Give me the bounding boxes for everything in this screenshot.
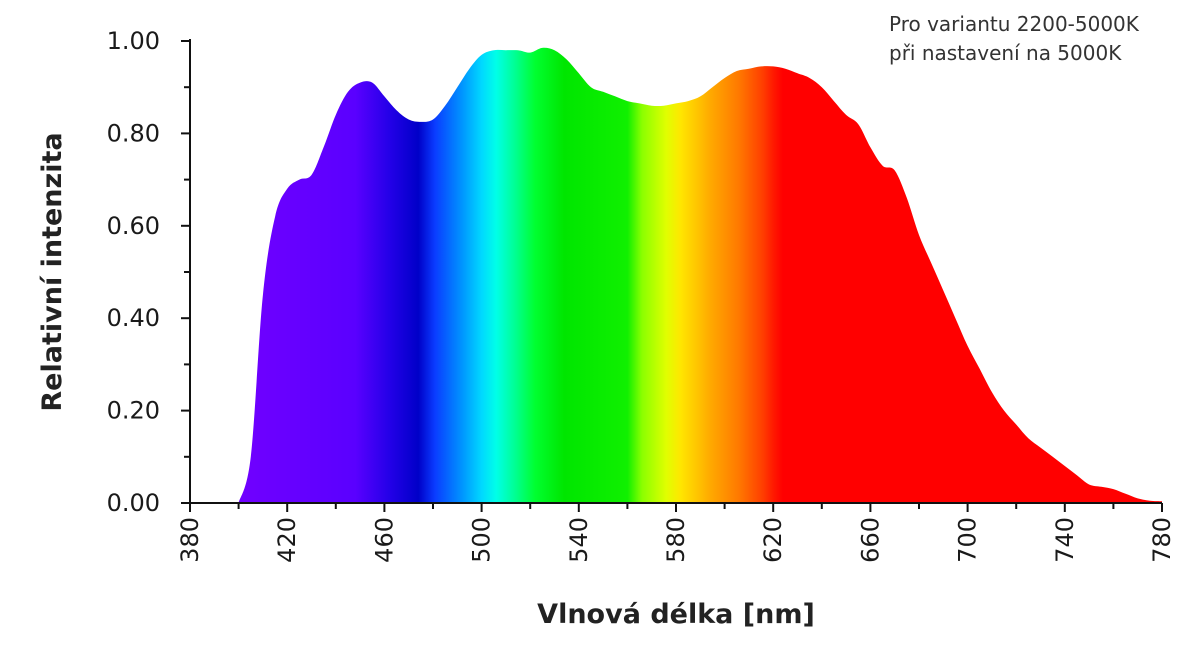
y-tick-label: 0.40 — [107, 304, 160, 332]
x-tick-label: 380 — [176, 517, 204, 563]
y-axis-title: Relativní intenzita — [37, 132, 68, 411]
x-tick-label: 500 — [468, 517, 496, 563]
y-tick-label: 0.60 — [107, 212, 160, 240]
tick-labels: 380 420 460 500 540 580 620 660 700 740 780 0.00 0.2… — [107, 27, 1176, 563]
annotation-line-1: Pro variantu 2200-5000K — [889, 12, 1139, 36]
x-tick-label: 460 — [370, 517, 398, 563]
y-tick-label: 1.00 — [107, 27, 160, 55]
y-tick-label: 0.20 — [107, 397, 160, 425]
variant-annotation: Pro variantu 2200-5000K při nastavení na… — [889, 10, 1189, 68]
x-tick-label: 540 — [565, 517, 593, 563]
x-tick-label: 580 — [662, 517, 690, 563]
axes — [181, 39, 1163, 512]
x-tick-label: 660 — [856, 517, 884, 563]
x-tick-label: 420 — [273, 517, 301, 563]
x-axis-title: Vlnová délka [nm] — [537, 599, 815, 630]
annotation-line-2: při nastavení na 5000K — [889, 41, 1122, 65]
x-tick-label: 700 — [954, 517, 982, 563]
x-tick-label: 740 — [1051, 517, 1079, 563]
plot-area — [238, 47, 1163, 504]
y-tick-label: 0.80 — [107, 119, 160, 147]
spectrum-area — [238, 47, 1163, 504]
x-tick-label: 780 — [1148, 517, 1176, 563]
x-tick-label: 620 — [759, 517, 787, 563]
y-tick-label: 0.00 — [107, 489, 160, 517]
